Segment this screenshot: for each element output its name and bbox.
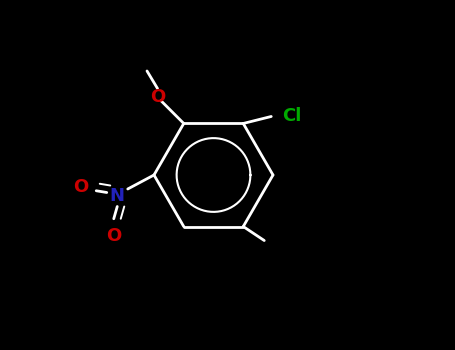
Text: Cl: Cl xyxy=(282,107,301,125)
Text: O: O xyxy=(106,227,121,245)
Text: N: N xyxy=(110,187,125,205)
Text: O: O xyxy=(73,178,88,196)
Text: O: O xyxy=(150,88,165,106)
